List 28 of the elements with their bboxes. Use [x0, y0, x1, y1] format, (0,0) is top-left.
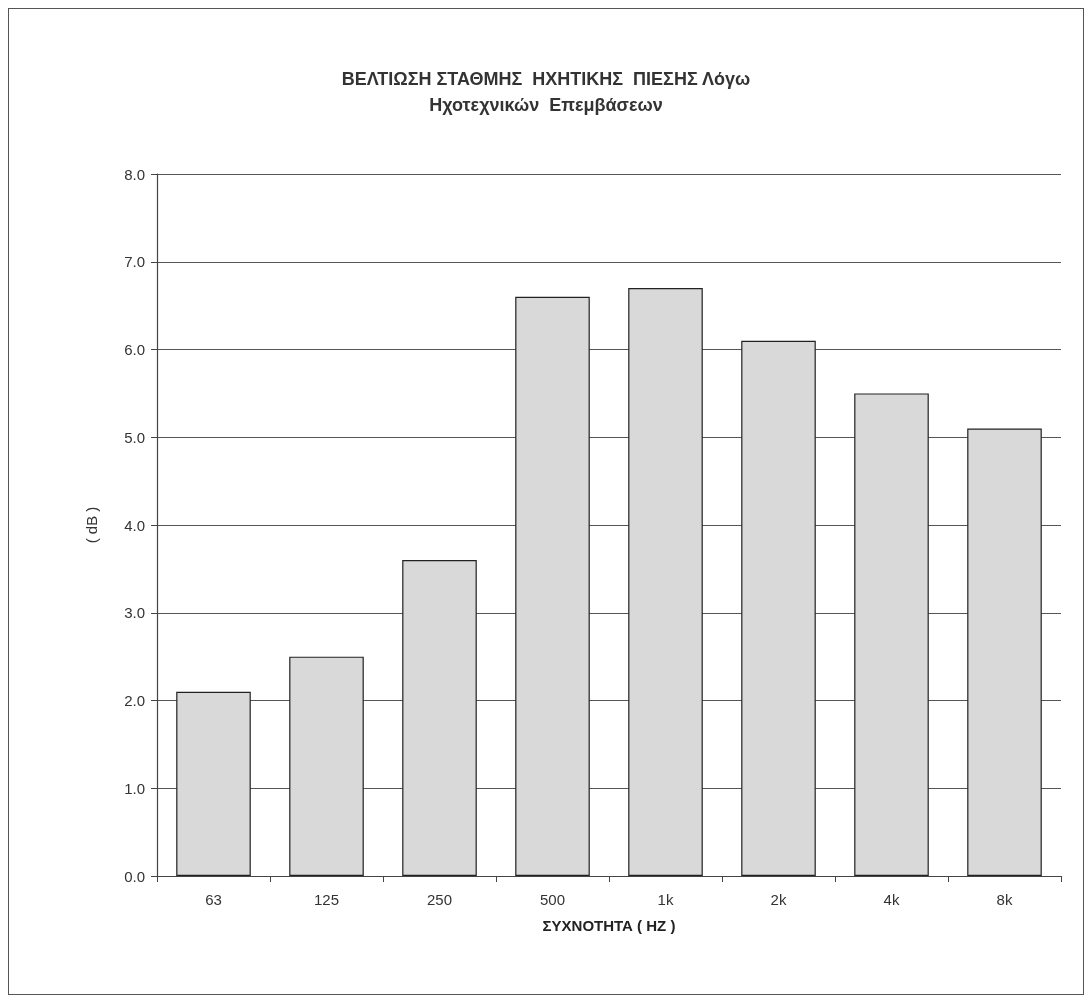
y-tick-label: 3.0	[124, 604, 145, 622]
bar	[515, 296, 590, 876]
chart-title: ΒΕΛΤΙΩΣΗ ΣΤΑΘΜΗΣ ΗΧΗΤΙΚΗΣ ΠΙΕΣΗΣ Λόγω Ηχοτεχνικών Επεμβάσεων	[341, 69, 751, 115]
y-tick-label: 8.0	[124, 165, 145, 183]
x-tick-label: 500	[539, 891, 566, 908]
x-tick-label: 1k	[657, 891, 674, 908]
x-tick-label: 8k	[996, 891, 1013, 908]
x-tick-label: 4k	[883, 891, 900, 908]
y-tick-label: 5.0	[124, 428, 145, 446]
bar	[289, 656, 364, 876]
x-tick-label: 250	[426, 891, 453, 908]
bar	[176, 691, 251, 876]
y-tick-label: 0.0	[124, 867, 145, 885]
y-tick-label: 7.0	[124, 253, 145, 271]
x-tick-label: 125	[313, 891, 340, 908]
bar	[402, 560, 477, 876]
bar	[628, 288, 703, 876]
bar	[967, 428, 1042, 876]
x-axis-title: ΣΥΧΝΟΤΗΤΑ ( HZ )	[542, 917, 676, 934]
x-tick-label: 2k	[770, 891, 787, 908]
y-tick-label: 6.0	[124, 341, 145, 358]
y-tick-label: 4.0	[124, 516, 145, 534]
y-tick-label: 2.0	[124, 692, 145, 709]
bar	[854, 393, 929, 876]
x-tick-label: 63	[205, 891, 222, 908]
y-tick-label: 1.0	[124, 779, 145, 797]
bar	[741, 340, 816, 876]
y-axis-title: ( dB )	[83, 506, 100, 544]
